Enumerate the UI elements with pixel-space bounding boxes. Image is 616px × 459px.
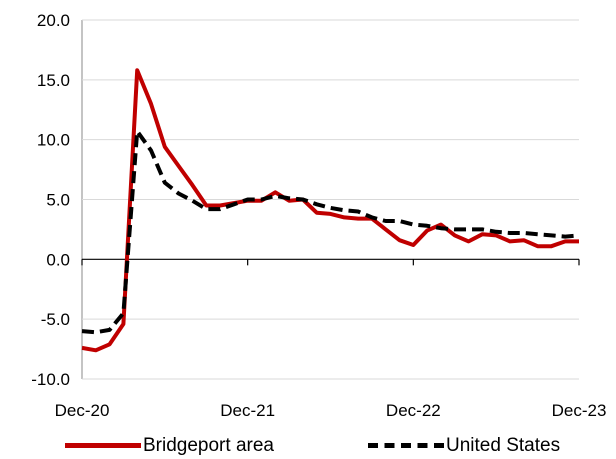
legend-item-united-states: United States xyxy=(368,432,560,459)
y-tick-label: -5.0 xyxy=(41,310,70,329)
y-tick-label: 15.0 xyxy=(37,71,70,90)
y-tick-label: -10.0 xyxy=(31,370,70,389)
chart-svg: 20.0 15.0 10.0 5.0 0.0 -5.0 -10.0 Dec-20 Dec-21 D… xyxy=(31,11,607,420)
legend-label-bridgeport: Bridgeport area xyxy=(143,434,274,456)
series-line-united-states xyxy=(81,129,580,335)
y-tick-label: 0.0 xyxy=(46,250,70,269)
legend-swatch-bridgeport xyxy=(65,443,141,448)
y-tick-label: 5.0 xyxy=(46,191,70,210)
x-tick-label: Dec-20 xyxy=(55,401,110,420)
legend: Bridgeport area United States xyxy=(0,432,616,459)
y-tick-label: 10.0 xyxy=(37,131,70,150)
legend-swatch-united-states xyxy=(368,443,444,448)
x-tick-label: Dec-21 xyxy=(220,401,275,420)
y-tick-label: 20.0 xyxy=(37,11,70,30)
x-tick-label: Dec-22 xyxy=(386,401,441,420)
series-line-bridgeport xyxy=(81,68,579,353)
legend-label-united-states: United States xyxy=(446,434,561,456)
legend-item-bridgeport: Bridgeport area xyxy=(65,432,274,459)
x-tick-label: Dec-23 xyxy=(552,401,607,420)
